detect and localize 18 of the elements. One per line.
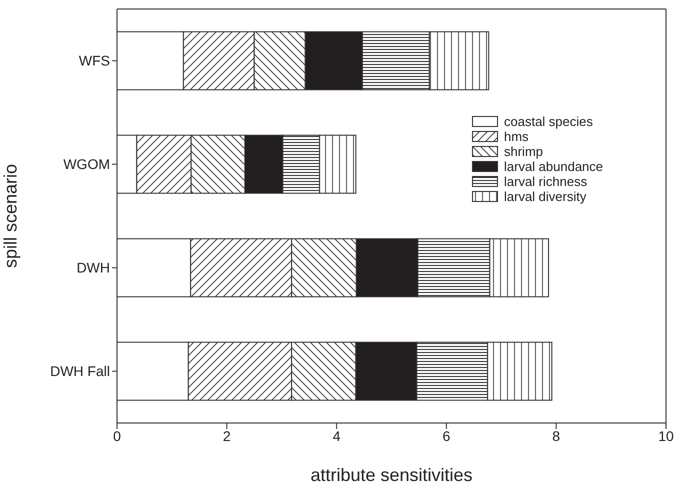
y-tick-label: DWH: [76, 260, 110, 276]
x-tick-label: 8: [552, 428, 560, 444]
legend-label: hms: [504, 129, 529, 144]
y-tick-label: DWH Fall: [50, 363, 110, 380]
x-tick-label: 6: [442, 428, 450, 444]
x-axis-title: attribute sensitivities: [310, 465, 473, 485]
x-tick-label: 0: [113, 428, 122, 444]
legend-label: larval abundance: [504, 159, 604, 174]
legend-label: larval diversity: [504, 189, 586, 204]
y-tick-label: WFS: [78, 52, 110, 69]
x-tick-label: 4: [332, 428, 341, 444]
x-tick-label: 2: [222, 428, 231, 444]
legend-label: coastal species: [504, 114, 593, 129]
y-axis-title: spill scenario: [0, 164, 20, 268]
y-tick-label: WGOM: [63, 156, 110, 172]
legend-label: larval richness: [504, 174, 588, 189]
legend-label: shrimp: [504, 144, 544, 159]
x-tick-label: 10: [658, 428, 674, 444]
